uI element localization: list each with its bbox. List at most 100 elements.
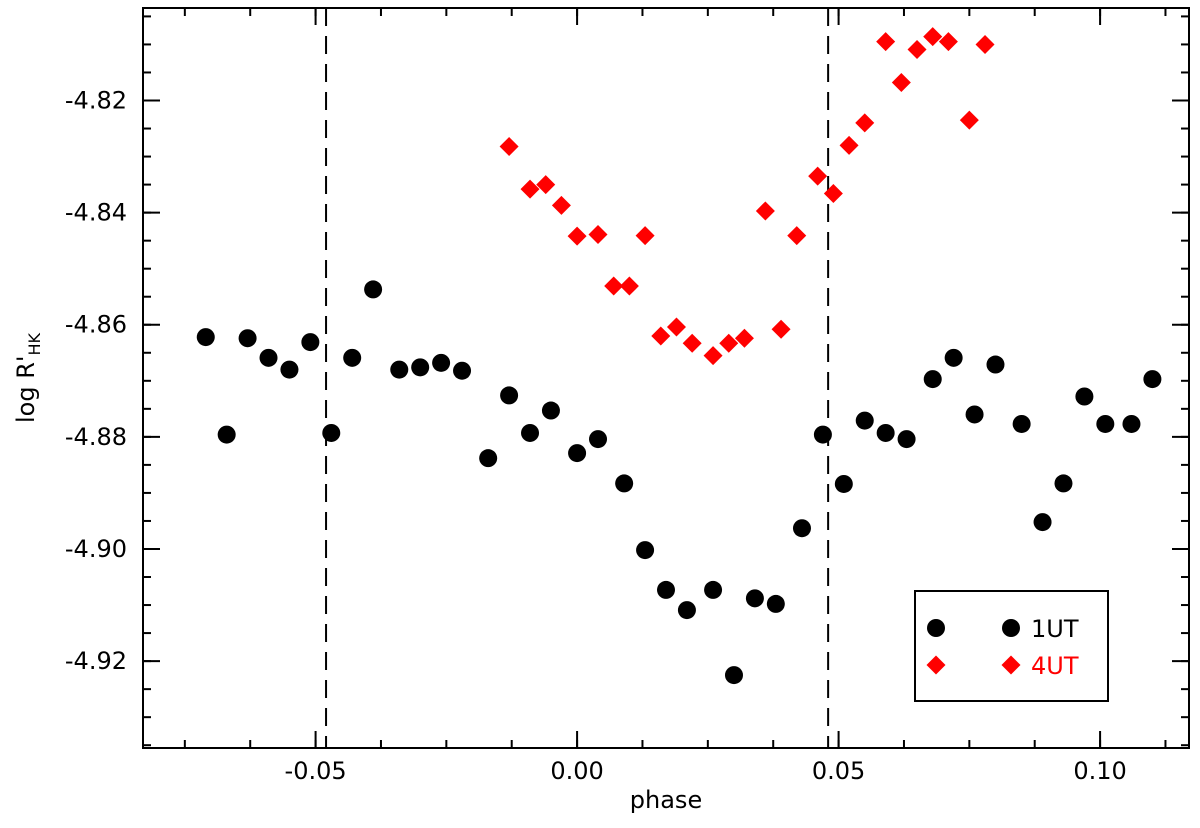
1ut-point — [453, 361, 472, 380]
4ut-point — [588, 224, 608, 244]
4ut-point — [771, 319, 791, 339]
1ut-point — [965, 405, 984, 424]
x-tick-label: 0.05 — [812, 757, 865, 785]
1ut-point — [259, 348, 278, 367]
4ut-point — [604, 276, 624, 296]
1ut-point — [1096, 414, 1115, 433]
4ut-point — [703, 346, 723, 366]
4ut-point — [520, 179, 540, 199]
tick-marks — [143, 8, 1189, 748]
1ut-point — [1075, 387, 1094, 406]
y-tick-label: -4.82 — [65, 87, 127, 115]
4ut-point — [938, 32, 958, 52]
1ut-point — [343, 348, 362, 367]
4ut-point — [666, 317, 686, 337]
4ut-point — [682, 333, 702, 353]
y-tick-label: -4.92 — [65, 647, 127, 675]
y-axis-title: log R'HK — [12, 332, 44, 423]
1ut-point — [521, 423, 540, 442]
1ut-point — [677, 601, 696, 620]
y-axis-title-subscript: HK — [25, 332, 44, 355]
plot-markers — [196, 27, 1162, 685]
4ut-point — [719, 333, 739, 353]
1ut-point — [834, 474, 853, 493]
1ut-point — [196, 328, 215, 347]
1ut-point — [745, 589, 764, 608]
1ut-point — [432, 353, 451, 372]
y-tick-label: -4.88 — [65, 423, 127, 451]
4ut-point — [567, 226, 587, 246]
y-tick-label: -4.86 — [65, 311, 127, 339]
1ut-point — [280, 360, 299, 379]
1ut-point — [766, 594, 785, 613]
1ut-point — [301, 333, 320, 352]
1ut-point — [704, 580, 723, 599]
1ut-point — [813, 425, 832, 444]
y-tick-label: -4.90 — [65, 535, 127, 563]
x-tick-label: -0.05 — [285, 757, 347, 785]
4ut-point — [635, 226, 655, 246]
plot-frame — [142, 7, 1190, 749]
4ut-point — [755, 201, 775, 221]
legend-marker-4ut — [926, 655, 946, 675]
legend-marker-1ut — [927, 619, 945, 637]
1ut-point — [541, 401, 560, 420]
legend-label-1ut: 1UT — [1031, 615, 1079, 643]
legend-marker-1ut — [1002, 619, 1020, 637]
1ut-point — [615, 474, 634, 493]
4ut-point — [959, 110, 979, 130]
1ut-point — [217, 425, 236, 444]
4ut-point — [551, 195, 571, 215]
1ut-point — [1033, 513, 1052, 532]
legend-box — [914, 590, 1109, 702]
1ut-point — [1143, 370, 1162, 389]
1ut-point — [923, 370, 942, 389]
1ut-point — [944, 348, 963, 367]
1ut-point — [390, 360, 409, 379]
1ut-point — [986, 355, 1005, 374]
1ut-point — [238, 329, 257, 348]
1ut-point — [855, 411, 874, 430]
4ut-point — [839, 135, 859, 155]
x-axis-title: phase — [630, 786, 702, 814]
4ut-point — [855, 113, 875, 133]
1ut-point — [568, 444, 587, 463]
1ut-point — [792, 519, 811, 538]
1ut-point — [479, 449, 498, 468]
1ut-point — [1012, 414, 1031, 433]
4ut-point — [651, 326, 671, 346]
4ut-point — [876, 32, 896, 52]
reference-lines — [325, 8, 830, 748]
4ut-point — [823, 184, 843, 204]
1ut-point — [500, 386, 519, 405]
1ut-point — [1054, 474, 1073, 493]
4ut-point — [907, 39, 927, 59]
1ut-point — [411, 358, 430, 377]
x-tick-label: 0.10 — [1073, 757, 1126, 785]
1ut-point — [1122, 414, 1141, 433]
4ut-point — [975, 34, 995, 54]
x-tick-label: 0.00 — [550, 757, 603, 785]
y-axis-title-main: log R' — [12, 356, 40, 424]
1ut-point — [657, 580, 675, 599]
legend-label-4ut: 4UT — [1031, 652, 1079, 680]
4ut-point — [923, 27, 943, 47]
4ut-point — [787, 226, 807, 246]
1ut-point — [364, 280, 383, 299]
4ut-point — [536, 175, 556, 195]
tick-labels: -0.05 0.00 0.05 0.10 -4.82 -4.84 -4.86 -4.88 -4.… — [65, 87, 1127, 786]
1ut-point — [897, 430, 916, 449]
4ut-point — [499, 136, 519, 156]
y-tick-label: -4.84 — [65, 199, 127, 227]
1ut-point — [876, 423, 895, 442]
1ut-point — [724, 666, 743, 685]
1ut-point — [322, 423, 341, 442]
1ut-point — [636, 541, 655, 560]
1ut-point — [589, 430, 608, 449]
4ut-point — [734, 328, 754, 348]
4ut-point — [619, 276, 639, 296]
4ut-point — [808, 166, 828, 186]
4ut-point — [891, 73, 911, 93]
